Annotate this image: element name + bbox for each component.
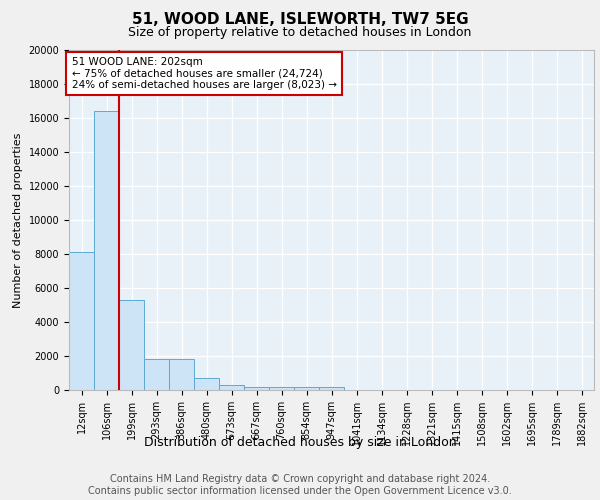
Text: Contains public sector information licensed under the Open Government Licence v3: Contains public sector information licen… bbox=[88, 486, 512, 496]
Bar bbox=[269, 386, 294, 390]
Bar bbox=[244, 386, 269, 390]
Bar bbox=[94, 111, 119, 390]
Bar bbox=[69, 252, 94, 390]
Text: 51 WOOD LANE: 202sqm
← 75% of detached houses are smaller (24,724)
24% of semi-d: 51 WOOD LANE: 202sqm ← 75% of detached h… bbox=[71, 57, 337, 90]
Y-axis label: Number of detached properties: Number of detached properties bbox=[13, 132, 23, 308]
Bar bbox=[119, 300, 144, 390]
Bar bbox=[319, 388, 344, 390]
Text: 51, WOOD LANE, ISLEWORTH, TW7 5EG: 51, WOOD LANE, ISLEWORTH, TW7 5EG bbox=[131, 12, 469, 28]
Bar bbox=[194, 378, 219, 390]
Bar bbox=[144, 360, 169, 390]
Bar bbox=[219, 385, 244, 390]
Bar bbox=[169, 360, 194, 390]
Text: Size of property relative to detached houses in London: Size of property relative to detached ho… bbox=[128, 26, 472, 39]
Text: Contains HM Land Registry data © Crown copyright and database right 2024.: Contains HM Land Registry data © Crown c… bbox=[110, 474, 490, 484]
Text: Distribution of detached houses by size in London: Distribution of detached houses by size … bbox=[143, 436, 457, 449]
Bar bbox=[294, 388, 319, 390]
